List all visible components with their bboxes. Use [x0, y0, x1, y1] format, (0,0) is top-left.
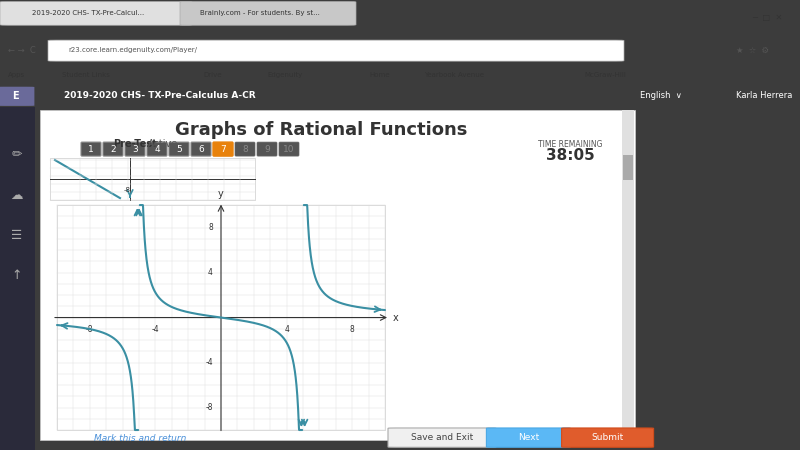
FancyBboxPatch shape	[622, 110, 634, 440]
FancyBboxPatch shape	[388, 428, 496, 447]
Text: E: E	[12, 91, 18, 101]
Text: ☁: ☁	[10, 189, 23, 202]
Text: 8: 8	[242, 144, 248, 153]
Text: Home: Home	[370, 72, 390, 78]
FancyBboxPatch shape	[486, 428, 570, 447]
Text: Mark this and return: Mark this and return	[94, 434, 186, 443]
FancyBboxPatch shape	[48, 40, 624, 61]
Text: ← →  C: ← → C	[8, 46, 36, 55]
FancyBboxPatch shape	[0, 87, 34, 106]
Text: 4: 4	[208, 268, 213, 277]
FancyBboxPatch shape	[40, 110, 635, 440]
FancyBboxPatch shape	[50, 158, 255, 200]
Text: 4: 4	[154, 144, 160, 153]
FancyBboxPatch shape	[562, 428, 654, 447]
FancyBboxPatch shape	[623, 155, 633, 180]
Text: x: x	[394, 313, 399, 323]
FancyBboxPatch shape	[103, 142, 123, 156]
Text: Active: Active	[148, 139, 178, 149]
FancyBboxPatch shape	[191, 142, 211, 156]
Text: Brainly.com - For students. By st...: Brainly.com - For students. By st...	[200, 10, 320, 16]
FancyBboxPatch shape	[279, 142, 299, 156]
Text: y: y	[218, 189, 224, 199]
Text: McGraw-Hill: McGraw-Hill	[584, 72, 626, 78]
Text: 8: 8	[350, 325, 354, 334]
Text: 5: 5	[176, 144, 182, 153]
Text: 10: 10	[283, 144, 294, 153]
Text: 8: 8	[208, 223, 213, 232]
FancyBboxPatch shape	[235, 142, 255, 156]
FancyBboxPatch shape	[180, 1, 356, 25]
Text: 2: 2	[110, 144, 116, 153]
Text: 4: 4	[284, 325, 289, 334]
Text: Drive: Drive	[203, 72, 222, 78]
Text: 1: 1	[88, 144, 94, 153]
Text: ★  ☆  ⚙: ★ ☆ ⚙	[736, 46, 769, 55]
Text: 2019-2020 CHS- TX-Pre-Calcul...: 2019-2020 CHS- TX-Pre-Calcul...	[32, 10, 144, 16]
Text: 6: 6	[198, 144, 204, 153]
Text: English  ∨: English ∨	[640, 91, 682, 100]
Text: Edgenuity: Edgenuity	[267, 72, 302, 78]
Text: Next: Next	[518, 432, 539, 441]
Text: r23.core.learn.edgenuity.com/Player/: r23.core.learn.edgenuity.com/Player/	[68, 47, 197, 53]
Text: -8: -8	[206, 403, 213, 412]
Text: ✏: ✏	[12, 148, 22, 162]
Text: Student Links: Student Links	[62, 72, 110, 78]
Text: Yearbook Avenue: Yearbook Avenue	[424, 72, 484, 78]
Text: 38:05: 38:05	[546, 148, 594, 162]
FancyBboxPatch shape	[169, 142, 189, 156]
Text: Pre-Test: Pre-Test	[113, 139, 157, 149]
Text: 2019-2020 CHS- TX-Pre-Calculus A-CR: 2019-2020 CHS- TX-Pre-Calculus A-CR	[64, 91, 256, 100]
Text: -4: -4	[151, 325, 159, 334]
FancyBboxPatch shape	[125, 142, 145, 156]
Text: Graphs of Rational Functions: Graphs of Rational Functions	[175, 121, 467, 139]
Text: -8: -8	[86, 325, 94, 334]
Text: 9: 9	[264, 144, 270, 153]
Text: TIME REMAINING: TIME REMAINING	[538, 140, 602, 148]
Text: ─  □  ✕: ─ □ ✕	[752, 13, 782, 22]
FancyBboxPatch shape	[147, 142, 167, 156]
Text: Submit: Submit	[591, 432, 624, 441]
Text: -8: -8	[123, 187, 130, 193]
FancyBboxPatch shape	[0, 107, 35, 450]
FancyBboxPatch shape	[257, 142, 277, 156]
Text: -4: -4	[205, 358, 213, 367]
Text: Apps: Apps	[8, 72, 25, 78]
Text: ☰: ☰	[11, 229, 22, 242]
Text: 7: 7	[220, 144, 226, 153]
Text: Karla Herrera: Karla Herrera	[736, 91, 792, 100]
Text: 3: 3	[132, 144, 138, 153]
FancyBboxPatch shape	[57, 205, 385, 430]
Text: Save and Exit: Save and Exit	[411, 432, 473, 441]
FancyBboxPatch shape	[81, 142, 101, 156]
Text: ↑: ↑	[12, 269, 22, 282]
FancyBboxPatch shape	[213, 142, 233, 156]
FancyBboxPatch shape	[0, 1, 192, 25]
